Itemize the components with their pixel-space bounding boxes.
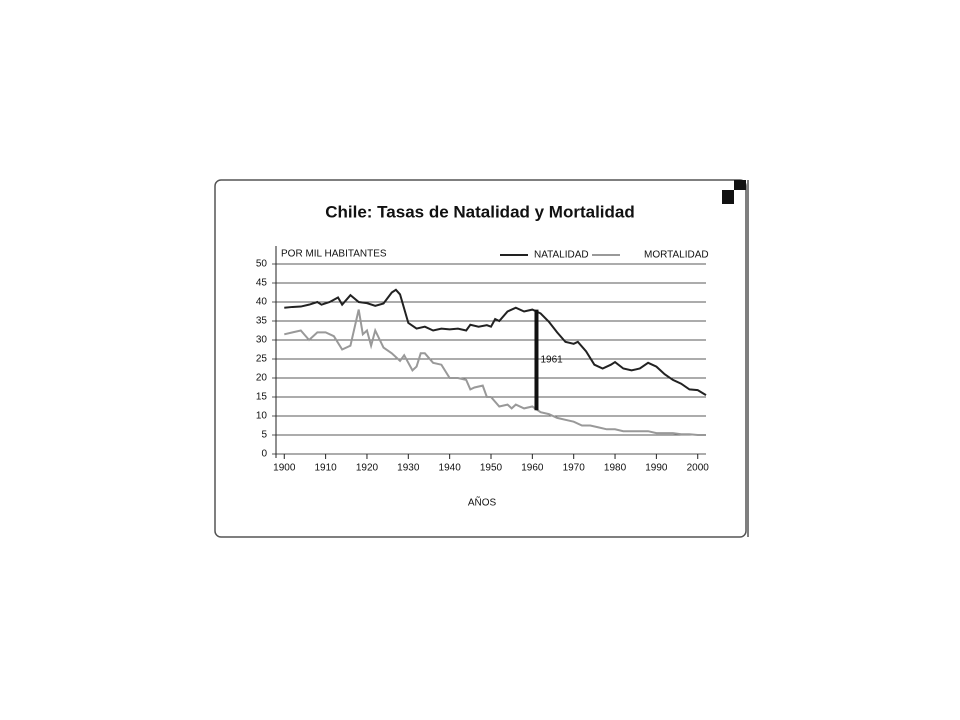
corner-square [734, 180, 746, 190]
y-tick-label: 0 [261, 449, 267, 460]
y-tick-label: 50 [256, 259, 268, 270]
y-tick-label: 45 [256, 278, 268, 289]
x-tick-label: 1910 [314, 463, 337, 474]
x-tick-label: 1920 [356, 463, 379, 474]
card [214, 179, 747, 538]
chart-title: Chile: Tasas de Natalidad y Mortalidad [325, 202, 635, 221]
y-tick-label: 10 [256, 411, 268, 422]
y-tick-label: 15 [256, 392, 268, 403]
x-tick-label: 1900 [273, 463, 296, 474]
x-tick-label: 1950 [480, 463, 503, 474]
y-tick-label: 35 [256, 316, 268, 327]
x-tick-label: 1970 [563, 463, 586, 474]
annotation-label: 1961 [540, 355, 563, 366]
corner-square [722, 190, 734, 204]
y-tick-label: 40 [256, 297, 268, 308]
x-axis-label: AÑOS [468, 496, 497, 509]
y-tick-label: 20 [256, 373, 268, 384]
y-axis-label: POR MIL HABITANTES [281, 249, 387, 260]
x-tick-label: 1940 [439, 463, 462, 474]
x-tick-label: 1960 [521, 463, 544, 474]
legend-label: NATALIDAD [534, 250, 589, 261]
data-line [284, 288, 707, 396]
y-tick-label: 30 [256, 335, 268, 346]
legend-label: MORTALIDAD [644, 250, 709, 261]
x-tick-label: 2000 [687, 463, 710, 474]
x-tick-label: 1980 [604, 463, 627, 474]
x-tick-label: 1930 [397, 463, 420, 474]
data-line [284, 309, 706, 436]
y-tick-label: 25 [256, 354, 268, 365]
y-tick-label: 5 [261, 430, 267, 441]
x-tick-label: 1990 [645, 463, 668, 474]
